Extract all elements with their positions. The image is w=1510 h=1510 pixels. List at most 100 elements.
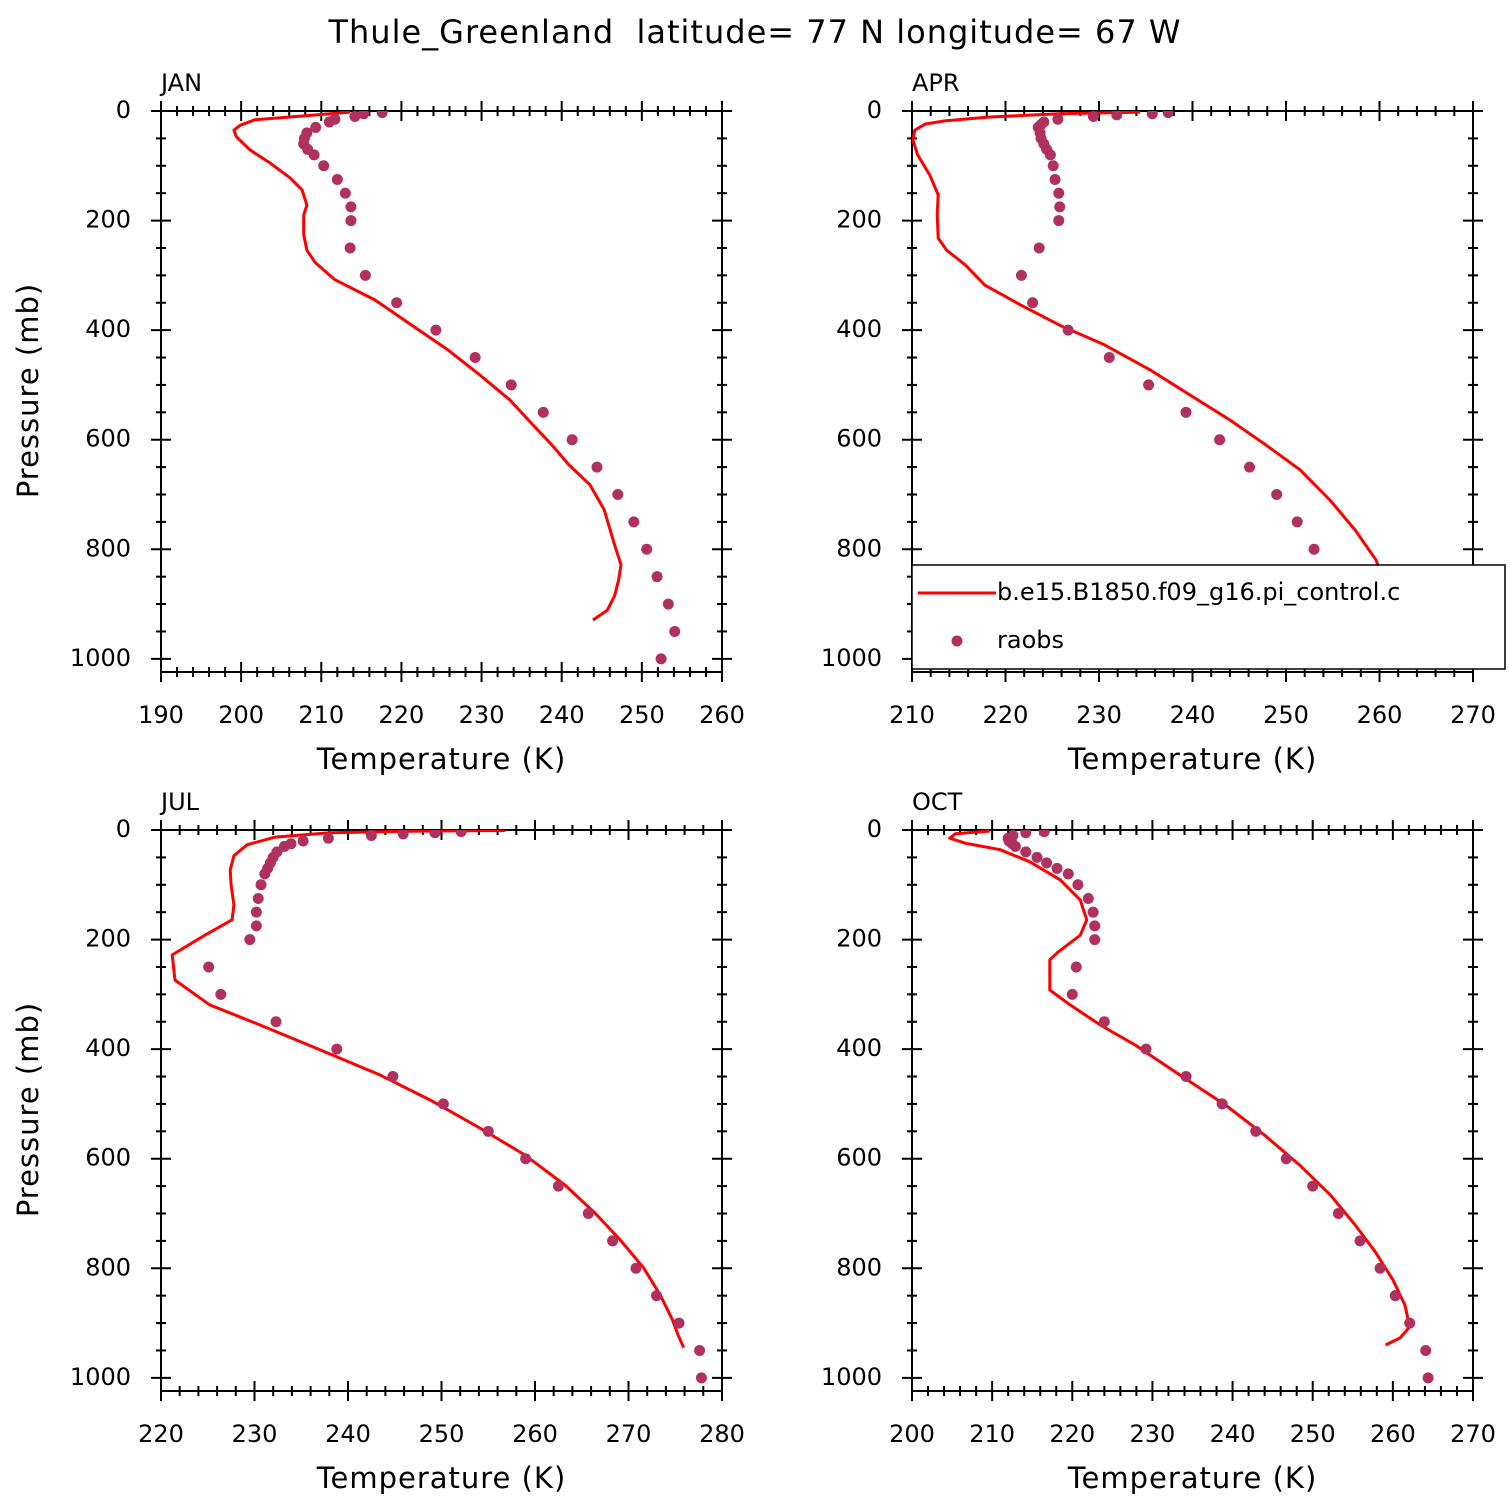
x-tick-label: 220 [138,1420,184,1448]
x-tick-label: 220 [983,701,1029,729]
obs-point [520,1153,532,1165]
obs-point [1031,851,1043,863]
x-tick-label: 220 [379,701,425,729]
x-tick-label: 260 [699,701,745,729]
obs-point [331,173,343,185]
obs-point [1053,215,1065,227]
legend-box [911,564,1506,670]
y-tick-label: 600 [85,1144,131,1172]
model-line [170,830,686,1349]
x-axis-label: Temperature (K) [316,742,567,776]
y-tick-label: 400 [85,315,131,343]
plot-frame [911,829,1474,1392]
y-tick-label: 400 [836,1034,882,1062]
obs-point [430,324,442,336]
obs-point [1007,830,1019,841]
obs-point [358,111,370,120]
panel-title: OCT [912,788,963,816]
obs-point [607,1235,619,1247]
y-tick-label: 800 [836,1253,882,1281]
obs-point [1015,269,1027,281]
obs-point [1098,1016,1110,1028]
y-tick-label: 0 [867,96,882,124]
obs-point [1111,111,1123,121]
obs-point [1389,1290,1401,1302]
x-tick-label: 250 [1290,1420,1336,1448]
obs-point [1033,242,1045,254]
plot-area [948,830,1434,1384]
obs-point [612,488,624,500]
x-tick-label: 260 [1357,701,1403,729]
y-axis-label: Pressure (mb) [11,1002,45,1217]
obs-point [1052,113,1064,125]
obs-point [1062,324,1074,336]
panel-title: JUL [159,788,200,816]
obs-point [339,187,351,199]
x-tick-label: 270 [1450,1420,1496,1448]
x-tick-label: 260 [1370,1420,1416,1448]
obs-point [285,838,297,850]
obs-point [1420,1344,1432,1356]
obs-point [469,352,481,364]
obs-point [505,379,517,391]
obs-point [429,830,441,839]
obs-point [250,906,262,918]
legend-label: raobs [997,626,1064,654]
obs-point [1082,892,1094,904]
x-tick-label: 250 [1263,701,1309,729]
obs-point [215,988,227,1000]
plot-area [232,111,681,665]
x-tick-label: 200 [889,1420,935,1448]
obs-point [1214,434,1226,446]
y-tick-label: 200 [836,206,882,234]
obs-point [255,879,267,891]
obs-point [391,297,403,309]
y-tick-label: 0 [867,815,882,843]
y-tick-label: 0 [116,815,131,843]
y-tick-label: 400 [836,315,882,343]
x-tick-label: 220 [1049,1420,1095,1448]
obs-point [252,892,264,904]
obs-point [641,543,653,555]
obs-point [1103,352,1115,364]
plot-area [170,830,707,1384]
obs-point [1053,187,1065,199]
obs-point [1354,1235,1366,1247]
x-tick-label: 230 [1076,701,1122,729]
x-tick-label: 230 [232,1420,278,1448]
obs-point [1038,830,1050,838]
obs-point [301,127,313,139]
obs-point [437,1098,449,1110]
obs-point [455,830,467,838]
obs-point [244,934,256,946]
obs-point [482,1125,494,1137]
plot-area [912,111,1396,665]
obs-point [651,571,663,583]
obs-point [1146,111,1158,120]
obs-point [566,434,578,446]
x-tick-label: 210 [969,1420,1015,1448]
y-tick-label: 200 [85,925,131,953]
obs-point [628,516,640,528]
y-tick-label: 800 [85,534,131,562]
obs-point [630,1262,642,1274]
x-tick-label: 240 [1210,1420,1256,1448]
obs-point [250,920,262,932]
y-tick-label: 200 [836,925,882,953]
obs-point [537,406,549,418]
obs-point [329,113,341,125]
obs-point [387,1071,399,1083]
obs-point [673,1317,685,1329]
obs-point [1072,879,1084,891]
y-tick-label: 1000 [70,644,131,672]
obs-point [1070,961,1082,973]
obs-point [318,160,330,172]
panel-title: JAN [159,69,202,97]
x-tick-label: 190 [138,701,184,729]
y-tick-label: 200 [85,206,131,234]
legend-dot [951,635,963,647]
obs-point [1140,1043,1152,1055]
x-tick-label: 240 [1170,701,1216,729]
legend-label: b.e15.B1850.f09_g16.pi_control.c [997,578,1400,606]
